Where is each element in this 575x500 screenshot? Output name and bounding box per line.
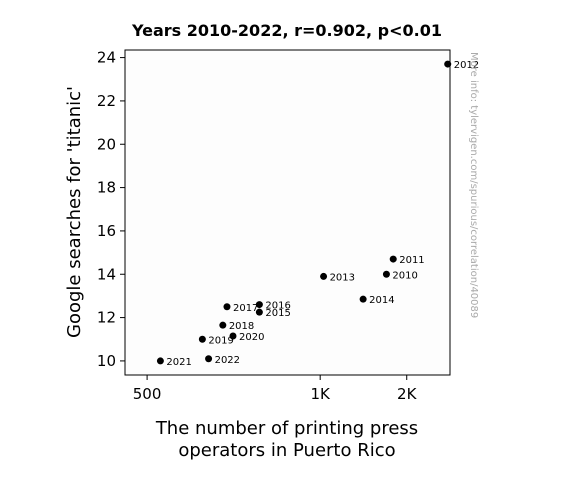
y-tick-label-5: 20 (97, 135, 116, 153)
y-tick-label-1: 12 (97, 309, 116, 327)
y-tick-label-4: 18 (97, 179, 116, 197)
point-label-2017: 2017 (233, 303, 258, 314)
plot-area (125, 50, 450, 375)
point-label-2015: 2015 (265, 308, 290, 319)
point-label-2020: 2020 (239, 332, 264, 343)
chart-title: Years 2010-2022, r=0.902, p<0.01 (131, 21, 442, 40)
point-label-2021: 2021 (166, 357, 191, 368)
point-label-2016: 2016 (265, 301, 290, 312)
data-point-2022 (205, 355, 213, 363)
data-point-2018 (219, 321, 227, 329)
point-label-2011: 2011 (399, 255, 424, 266)
watermark-text: More info: tylervigen.com/spurious/corre… (468, 52, 479, 318)
data-point-2020 (229, 332, 237, 340)
data-point-2019 (198, 335, 206, 343)
x-tick-label-1: 1K (310, 385, 331, 403)
y-tick-label-3: 16 (97, 222, 116, 240)
y-tick-label-0: 10 (97, 352, 116, 370)
data-point-2011 (389, 255, 397, 263)
data-point-2016 (255, 301, 263, 309)
data-point-2010 (382, 270, 390, 278)
point-label-2014: 2014 (369, 295, 394, 306)
plot-frame (124, 49, 451, 376)
y-axis-label: Google searches for 'titanic' (64, 86, 85, 338)
data-point-2012 (444, 60, 452, 68)
point-label-2012: 2012 (454, 60, 479, 71)
point-label-2018: 2018 (229, 321, 254, 332)
x-tick-label-2: 2K (397, 385, 418, 403)
x-tick-label-0: 500 (133, 385, 162, 403)
data-point-2014 (359, 295, 367, 303)
point-label-2010: 2010 (392, 270, 417, 281)
y-tick-label-6: 22 (97, 92, 116, 110)
point-label-2013: 2013 (330, 272, 355, 283)
point-label-2022: 2022 (215, 355, 240, 366)
data-point-2017 (223, 303, 231, 311)
y-tick-label-7: 24 (97, 49, 116, 67)
data-point-2015 (255, 308, 263, 316)
x-axis-label-line1: The number of printing press (155, 418, 418, 439)
y-tick-label-2: 14 (97, 265, 116, 283)
point-label-2019: 2019 (208, 335, 233, 346)
data-point-2013 (320, 272, 328, 280)
data-point-2021 (156, 357, 164, 365)
x-axis-label-line2: operators in Puerto Rico (178, 440, 395, 461)
